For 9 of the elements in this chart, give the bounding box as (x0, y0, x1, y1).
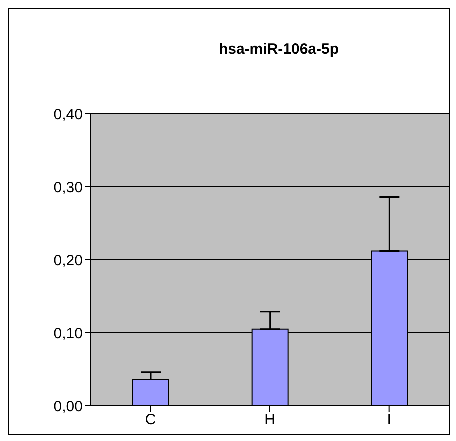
y-tick-label: 0,40 (54, 106, 83, 124)
y-tick-label: 0,10 (54, 325, 83, 342)
y-tick-label: 0,20 (54, 252, 83, 270)
y-tick-label: 0,30 (54, 179, 83, 196)
y-tick-label: 0,00 (54, 398, 83, 416)
x-tick-label: H (264, 412, 276, 429)
x-tick-label: I (387, 412, 392, 429)
chart-title: hsa-miR-106a-5p (218, 41, 340, 58)
x-tick-label: C (145, 412, 156, 429)
